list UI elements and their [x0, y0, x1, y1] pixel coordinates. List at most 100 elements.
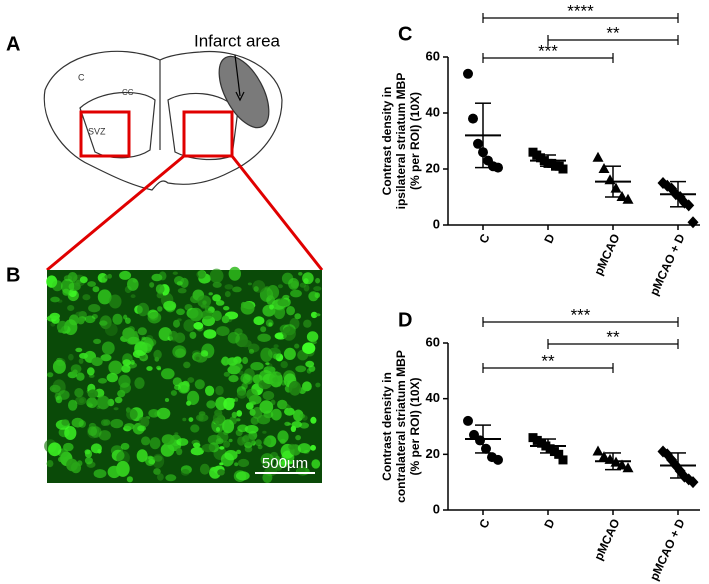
- cell: [269, 304, 274, 310]
- cell: [58, 390, 70, 400]
- data-point: [463, 68, 473, 79]
- cell: [174, 384, 181, 390]
- cell: [197, 295, 212, 308]
- cell: [263, 437, 272, 446]
- cell: [153, 455, 163, 462]
- significance-bracket: [482, 53, 614, 63]
- cell: [112, 313, 123, 325]
- cell: [228, 438, 233, 443]
- cell: [126, 476, 133, 483]
- cell: [268, 322, 273, 327]
- cell: [68, 314, 80, 326]
- cell: [232, 286, 242, 293]
- cell: [84, 457, 93, 465]
- cell: [46, 460, 54, 468]
- y-tick-label: 60: [426, 48, 440, 63]
- y-axis-label: Contrast density in: [380, 372, 394, 481]
- cell: [125, 317, 131, 324]
- cell: [252, 280, 266, 293]
- cell: [311, 459, 321, 469]
- panel-letter: A: [6, 33, 20, 55]
- significance-label: **: [606, 327, 620, 346]
- cell: [277, 430, 289, 444]
- chart-title: C: [398, 23, 412, 45]
- cell: [215, 427, 221, 432]
- data-point: [493, 454, 503, 465]
- cell: [224, 284, 234, 290]
- cell: [295, 365, 307, 373]
- cell: [77, 317, 85, 325]
- cell: [262, 472, 273, 483]
- cell: [149, 437, 161, 450]
- cell: [288, 461, 293, 465]
- y-tick-label: 40: [426, 104, 440, 119]
- cell: [176, 448, 183, 456]
- cell: [121, 364, 131, 373]
- cell: [228, 375, 239, 383]
- cell: [209, 268, 224, 284]
- cell: [70, 462, 82, 474]
- cell: [297, 443, 311, 454]
- cell: [98, 430, 111, 441]
- cell: [174, 348, 186, 358]
- cell: [158, 271, 167, 281]
- cell: [221, 315, 230, 324]
- cell: [212, 281, 222, 288]
- significance-bracket: [482, 13, 679, 23]
- cell: [189, 331, 197, 339]
- data-point: [592, 151, 604, 162]
- data-point: [468, 113, 478, 124]
- cell: [84, 449, 91, 455]
- cell: [123, 423, 135, 430]
- cell: [188, 417, 194, 422]
- cell: [257, 414, 271, 425]
- cell: [215, 300, 225, 306]
- cell: [315, 382, 321, 388]
- data-point: [463, 415, 473, 426]
- cell: [246, 388, 258, 401]
- cell: [208, 292, 213, 296]
- data-point: [622, 193, 634, 204]
- cell: [190, 447, 204, 456]
- cell: [58, 329, 63, 333]
- cell: [104, 323, 118, 336]
- cell: [62, 288, 70, 296]
- cell: [120, 442, 130, 450]
- cell: [176, 281, 183, 286]
- x-tick-label: pMCAO: [591, 517, 622, 563]
- cell: [265, 362, 270, 365]
- cell: [64, 426, 77, 440]
- cell: [79, 398, 85, 404]
- cell: [99, 320, 108, 326]
- cell: [282, 326, 296, 341]
- cell: [310, 311, 318, 319]
- cell: [176, 308, 185, 316]
- y-tick-label: 0: [433, 216, 440, 231]
- cell: [266, 285, 280, 300]
- significance-bracket: [482, 317, 679, 327]
- cell: [182, 417, 187, 422]
- cell: [303, 319, 312, 328]
- zoom-line: [46, 154, 185, 272]
- data-point: [616, 459, 628, 470]
- cell: [189, 307, 203, 322]
- cell: [92, 286, 100, 293]
- cell: [314, 292, 320, 299]
- cell: [72, 369, 78, 375]
- data-point: [554, 449, 564, 459]
- cell: [306, 368, 312, 374]
- cell: [126, 408, 138, 420]
- cell: [222, 419, 235, 434]
- cell: [286, 405, 291, 409]
- cell: [93, 338, 102, 344]
- cell: [303, 278, 309, 284]
- cell: [215, 396, 227, 411]
- cell: [157, 367, 162, 371]
- cell: [164, 398, 170, 402]
- cell: [156, 407, 171, 420]
- x-tick-label: C: [476, 231, 492, 245]
- cell: [170, 390, 177, 396]
- annotation: Infarct area: [194, 31, 281, 50]
- zoom-line: [230, 155, 324, 271]
